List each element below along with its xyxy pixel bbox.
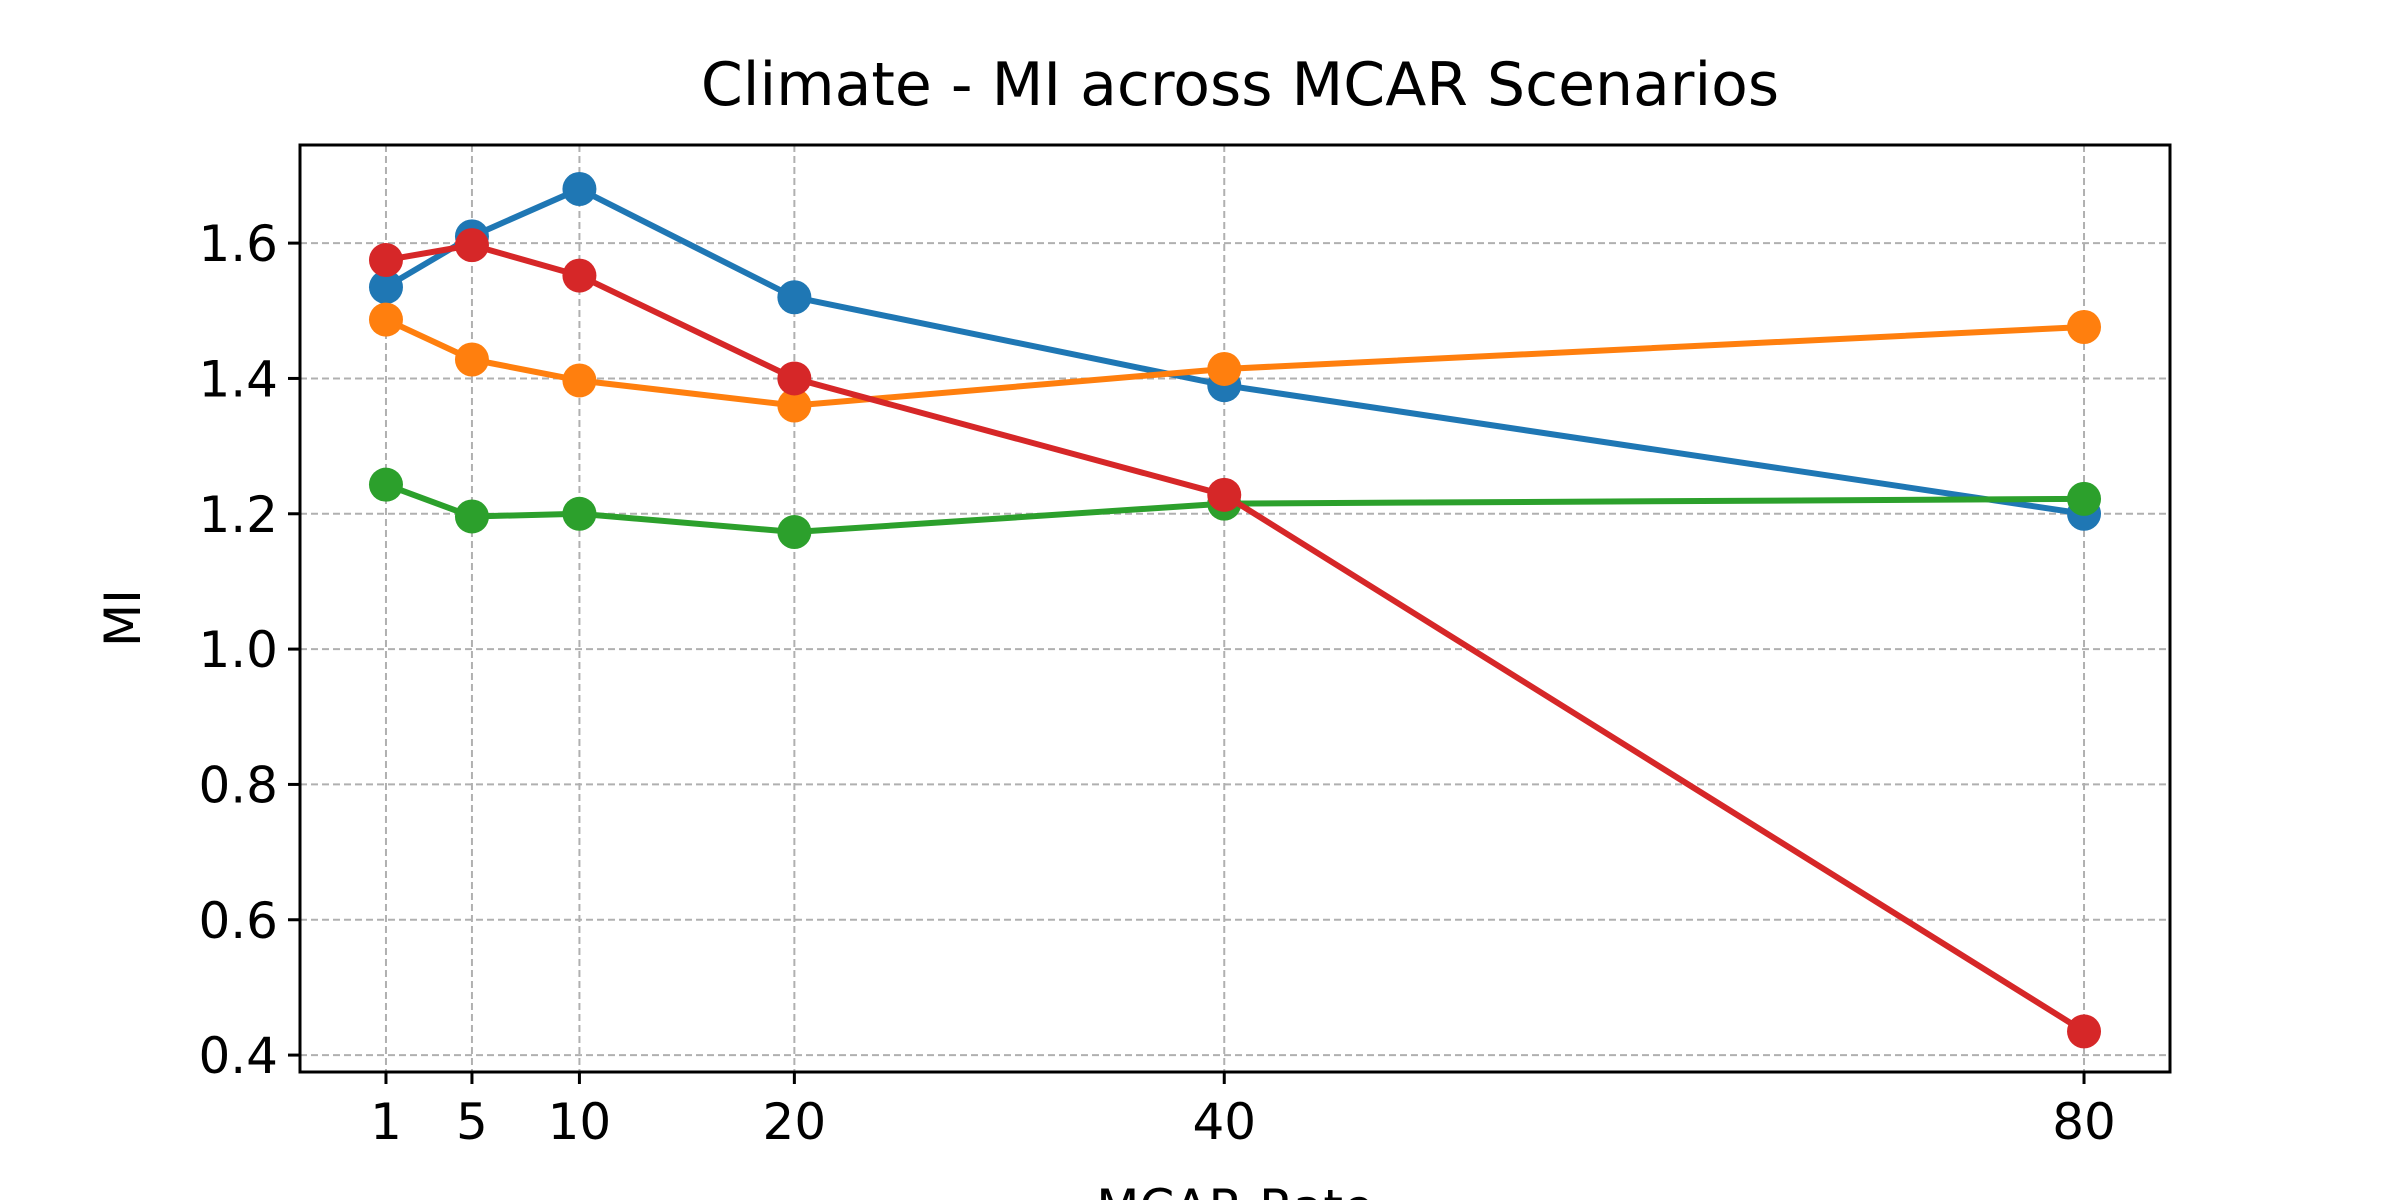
data-point — [2067, 310, 2102, 345]
plot-frame — [298, 143, 2172, 1074]
y-tick-label: 1.0 — [198, 621, 278, 679]
data-point — [777, 280, 812, 315]
data-point — [368, 270, 403, 305]
data-point — [368, 243, 403, 278]
x-tick-label: 40 — [1192, 1093, 1256, 1151]
data-point — [777, 515, 812, 550]
chart-title: Climate - MI across MCAR Scenarios — [701, 50, 1779, 120]
data-point — [1207, 477, 1242, 512]
y-tick-label: 1.2 — [198, 486, 278, 544]
data-point — [2067, 481, 2102, 516]
x-tick-label: 10 — [548, 1093, 612, 1151]
x-tick-label: 20 — [763, 1093, 827, 1151]
data-point — [562, 258, 597, 293]
data-point — [1207, 351, 1242, 386]
data-point — [454, 342, 489, 377]
data-point — [2067, 1014, 2102, 1049]
y-tick-label: 0.4 — [198, 1027, 278, 1085]
data-point — [562, 496, 597, 531]
data-point — [562, 363, 597, 398]
series-4 — [368, 228, 2102, 1049]
y-axis-label: MI — [94, 589, 152, 647]
data-point — [777, 388, 812, 423]
y-tick-label: 0.8 — [198, 756, 278, 814]
data-point — [368, 467, 403, 502]
axis-ticks: 1 5 10 20 40 80 0.4 0.6 0.8 1.0 1.2 1.4 1.6 — [198, 215, 2115, 1151]
y-tick-label: 0.6 — [198, 892, 278, 950]
data-point — [368, 302, 403, 337]
y-tick-label: 1.6 — [198, 215, 278, 273]
series-2 — [368, 302, 2102, 423]
x-axis-label: MCAR Rate — [1096, 1179, 1374, 1200]
data-point — [562, 171, 597, 206]
y-tick-label: 1.4 — [198, 350, 278, 408]
x-tick-label: 5 — [456, 1093, 488, 1151]
data-point — [454, 499, 489, 534]
series-group — [368, 171, 2102, 1049]
x-tick-label: 1 — [370, 1093, 402, 1151]
data-point — [454, 228, 489, 263]
data-point — [777, 361, 812, 396]
x-tick-label: 80 — [2052, 1093, 2116, 1151]
